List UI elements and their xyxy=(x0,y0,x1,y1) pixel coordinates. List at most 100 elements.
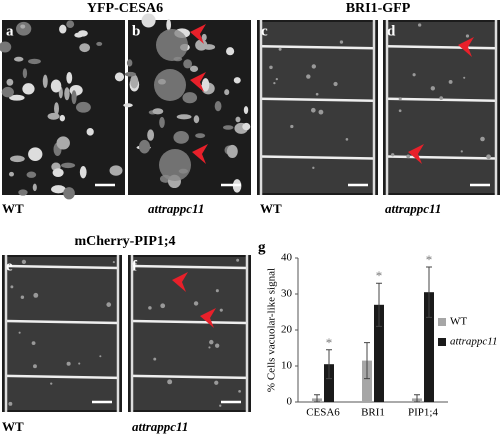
genotype: attrappc11 xyxy=(148,201,204,216)
y-tick-label: 30 xyxy=(281,288,293,300)
arrowhead xyxy=(190,24,206,44)
panel-label: f xyxy=(132,258,138,274)
signal xyxy=(86,128,94,136)
signal xyxy=(201,33,207,41)
signal xyxy=(9,94,25,101)
signal xyxy=(226,47,235,56)
genotype: WT xyxy=(2,201,24,216)
signal xyxy=(193,115,200,124)
signal xyxy=(78,362,81,365)
signal xyxy=(74,32,84,38)
signal xyxy=(219,404,222,407)
signal xyxy=(222,125,234,130)
signal xyxy=(75,101,91,113)
signal xyxy=(465,34,470,38)
signal xyxy=(398,109,402,113)
signal xyxy=(219,308,223,312)
signal xyxy=(0,41,12,53)
signal xyxy=(14,56,24,62)
signal xyxy=(8,401,13,406)
signal xyxy=(269,65,273,70)
signal xyxy=(183,59,193,69)
signal xyxy=(79,166,87,179)
header: mCherry-PIP1;4 xyxy=(74,234,175,249)
error-bar xyxy=(414,394,420,403)
cell-wall xyxy=(131,264,248,270)
genotype: WT xyxy=(2,419,24,434)
bar xyxy=(374,304,384,402)
signal xyxy=(112,261,115,264)
signal xyxy=(130,74,139,89)
panel-label: g xyxy=(258,239,266,255)
vacuole xyxy=(154,69,186,101)
y-tick-label: 0 xyxy=(287,396,293,408)
signal xyxy=(8,171,14,177)
y-axis-label: % Cells vacuolar-like signal xyxy=(266,268,278,392)
signal xyxy=(233,77,241,84)
signal xyxy=(486,154,491,160)
signal xyxy=(311,64,316,69)
signal xyxy=(208,346,211,349)
signal xyxy=(173,130,189,144)
signal xyxy=(406,154,411,159)
signal xyxy=(153,357,157,361)
signal xyxy=(64,87,70,101)
signal xyxy=(226,144,238,158)
significance: * xyxy=(376,268,383,283)
signal xyxy=(480,136,485,142)
micrographs: a b c d e f xyxy=(0,13,500,412)
signal xyxy=(33,292,39,298)
signal xyxy=(22,83,35,95)
signal xyxy=(273,82,276,85)
signal xyxy=(215,343,220,348)
legend-swatch xyxy=(438,318,446,326)
cell-wall xyxy=(386,45,497,50)
signal xyxy=(6,78,14,86)
signal xyxy=(10,285,14,289)
signal xyxy=(61,162,76,169)
signal xyxy=(138,139,151,154)
arrowhead xyxy=(192,144,208,164)
signal xyxy=(148,306,152,310)
error-bar xyxy=(376,282,382,327)
header: YFP-CESA6 xyxy=(87,1,163,16)
signal xyxy=(79,43,91,53)
signal xyxy=(20,295,25,299)
signal xyxy=(448,79,453,84)
signal xyxy=(214,100,222,112)
vacuole xyxy=(159,149,191,181)
bar xyxy=(424,292,434,402)
signal xyxy=(345,138,349,141)
signal xyxy=(167,379,173,385)
signal xyxy=(123,103,133,108)
signal xyxy=(290,124,294,129)
signal xyxy=(160,303,166,309)
arrowhead xyxy=(172,272,188,292)
cell-wall xyxy=(5,374,119,380)
signal xyxy=(159,116,165,128)
genotype: attrappc11 xyxy=(132,419,188,434)
chart: g % Cells vacuolar-like signal 0 10 20 30 40 CE… xyxy=(258,239,497,418)
signal xyxy=(141,13,156,28)
signal xyxy=(236,258,240,262)
signal xyxy=(59,114,66,122)
arrowhead xyxy=(200,308,216,328)
cell-wall xyxy=(131,319,248,325)
signal xyxy=(20,24,26,29)
legend-label: attrappc11 xyxy=(450,336,497,348)
signal xyxy=(18,331,21,334)
panel-label: d xyxy=(387,23,396,39)
signal xyxy=(193,301,199,306)
y-tick-label: 10 xyxy=(281,360,293,372)
error-bar xyxy=(314,394,320,403)
signal xyxy=(224,89,230,96)
y-tick-label: 20 xyxy=(281,324,293,336)
signal xyxy=(306,74,311,79)
signal xyxy=(66,71,73,84)
bar xyxy=(324,364,334,402)
panel-label: a xyxy=(6,23,14,39)
signal xyxy=(63,187,75,200)
signal xyxy=(214,380,219,385)
signal xyxy=(412,73,416,77)
significance: * xyxy=(326,335,333,350)
